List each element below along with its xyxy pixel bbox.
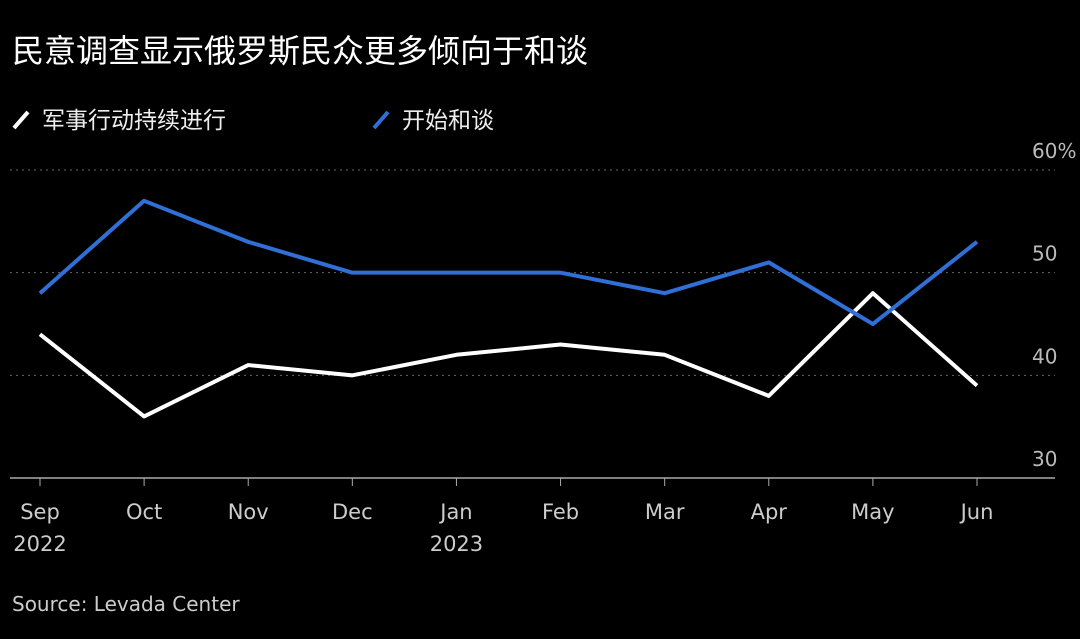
- x-tick-label: Oct: [126, 500, 162, 524]
- legend-label: 军事行动持续进行: [42, 108, 226, 134]
- chart-title: 民意调查显示俄罗斯民众更多倾向于和谈: [12, 32, 588, 70]
- y-tick-label: 60%: [1032, 139, 1076, 163]
- x-tick-label: Sep 2022: [13, 500, 66, 556]
- legend-label: 开始和谈: [402, 108, 494, 134]
- source: Source: Levada Center: [12, 592, 240, 616]
- y-tick-label: 50: [1032, 242, 1057, 266]
- x-tick-label: May: [851, 500, 894, 524]
- y-tick-label: 30: [1032, 447, 1057, 471]
- series-line: [38, 198, 979, 326]
- x-tick-label: Jan 2023: [430, 500, 483, 556]
- x-tick-label: Nov: [228, 500, 269, 524]
- x-tick-label: Dec: [332, 500, 373, 524]
- legend-swatch: [372, 110, 390, 130]
- y-tick-label: 40: [1032, 344, 1057, 368]
- x-tick-label: Mar: [645, 500, 685, 524]
- x-tick-label: Apr: [751, 500, 788, 524]
- x-tick-label: Jun: [959, 500, 994, 524]
- x-tick-label: Feb: [542, 500, 579, 524]
- series-line: [38, 291, 979, 419]
- legend-swatch: [12, 110, 30, 130]
